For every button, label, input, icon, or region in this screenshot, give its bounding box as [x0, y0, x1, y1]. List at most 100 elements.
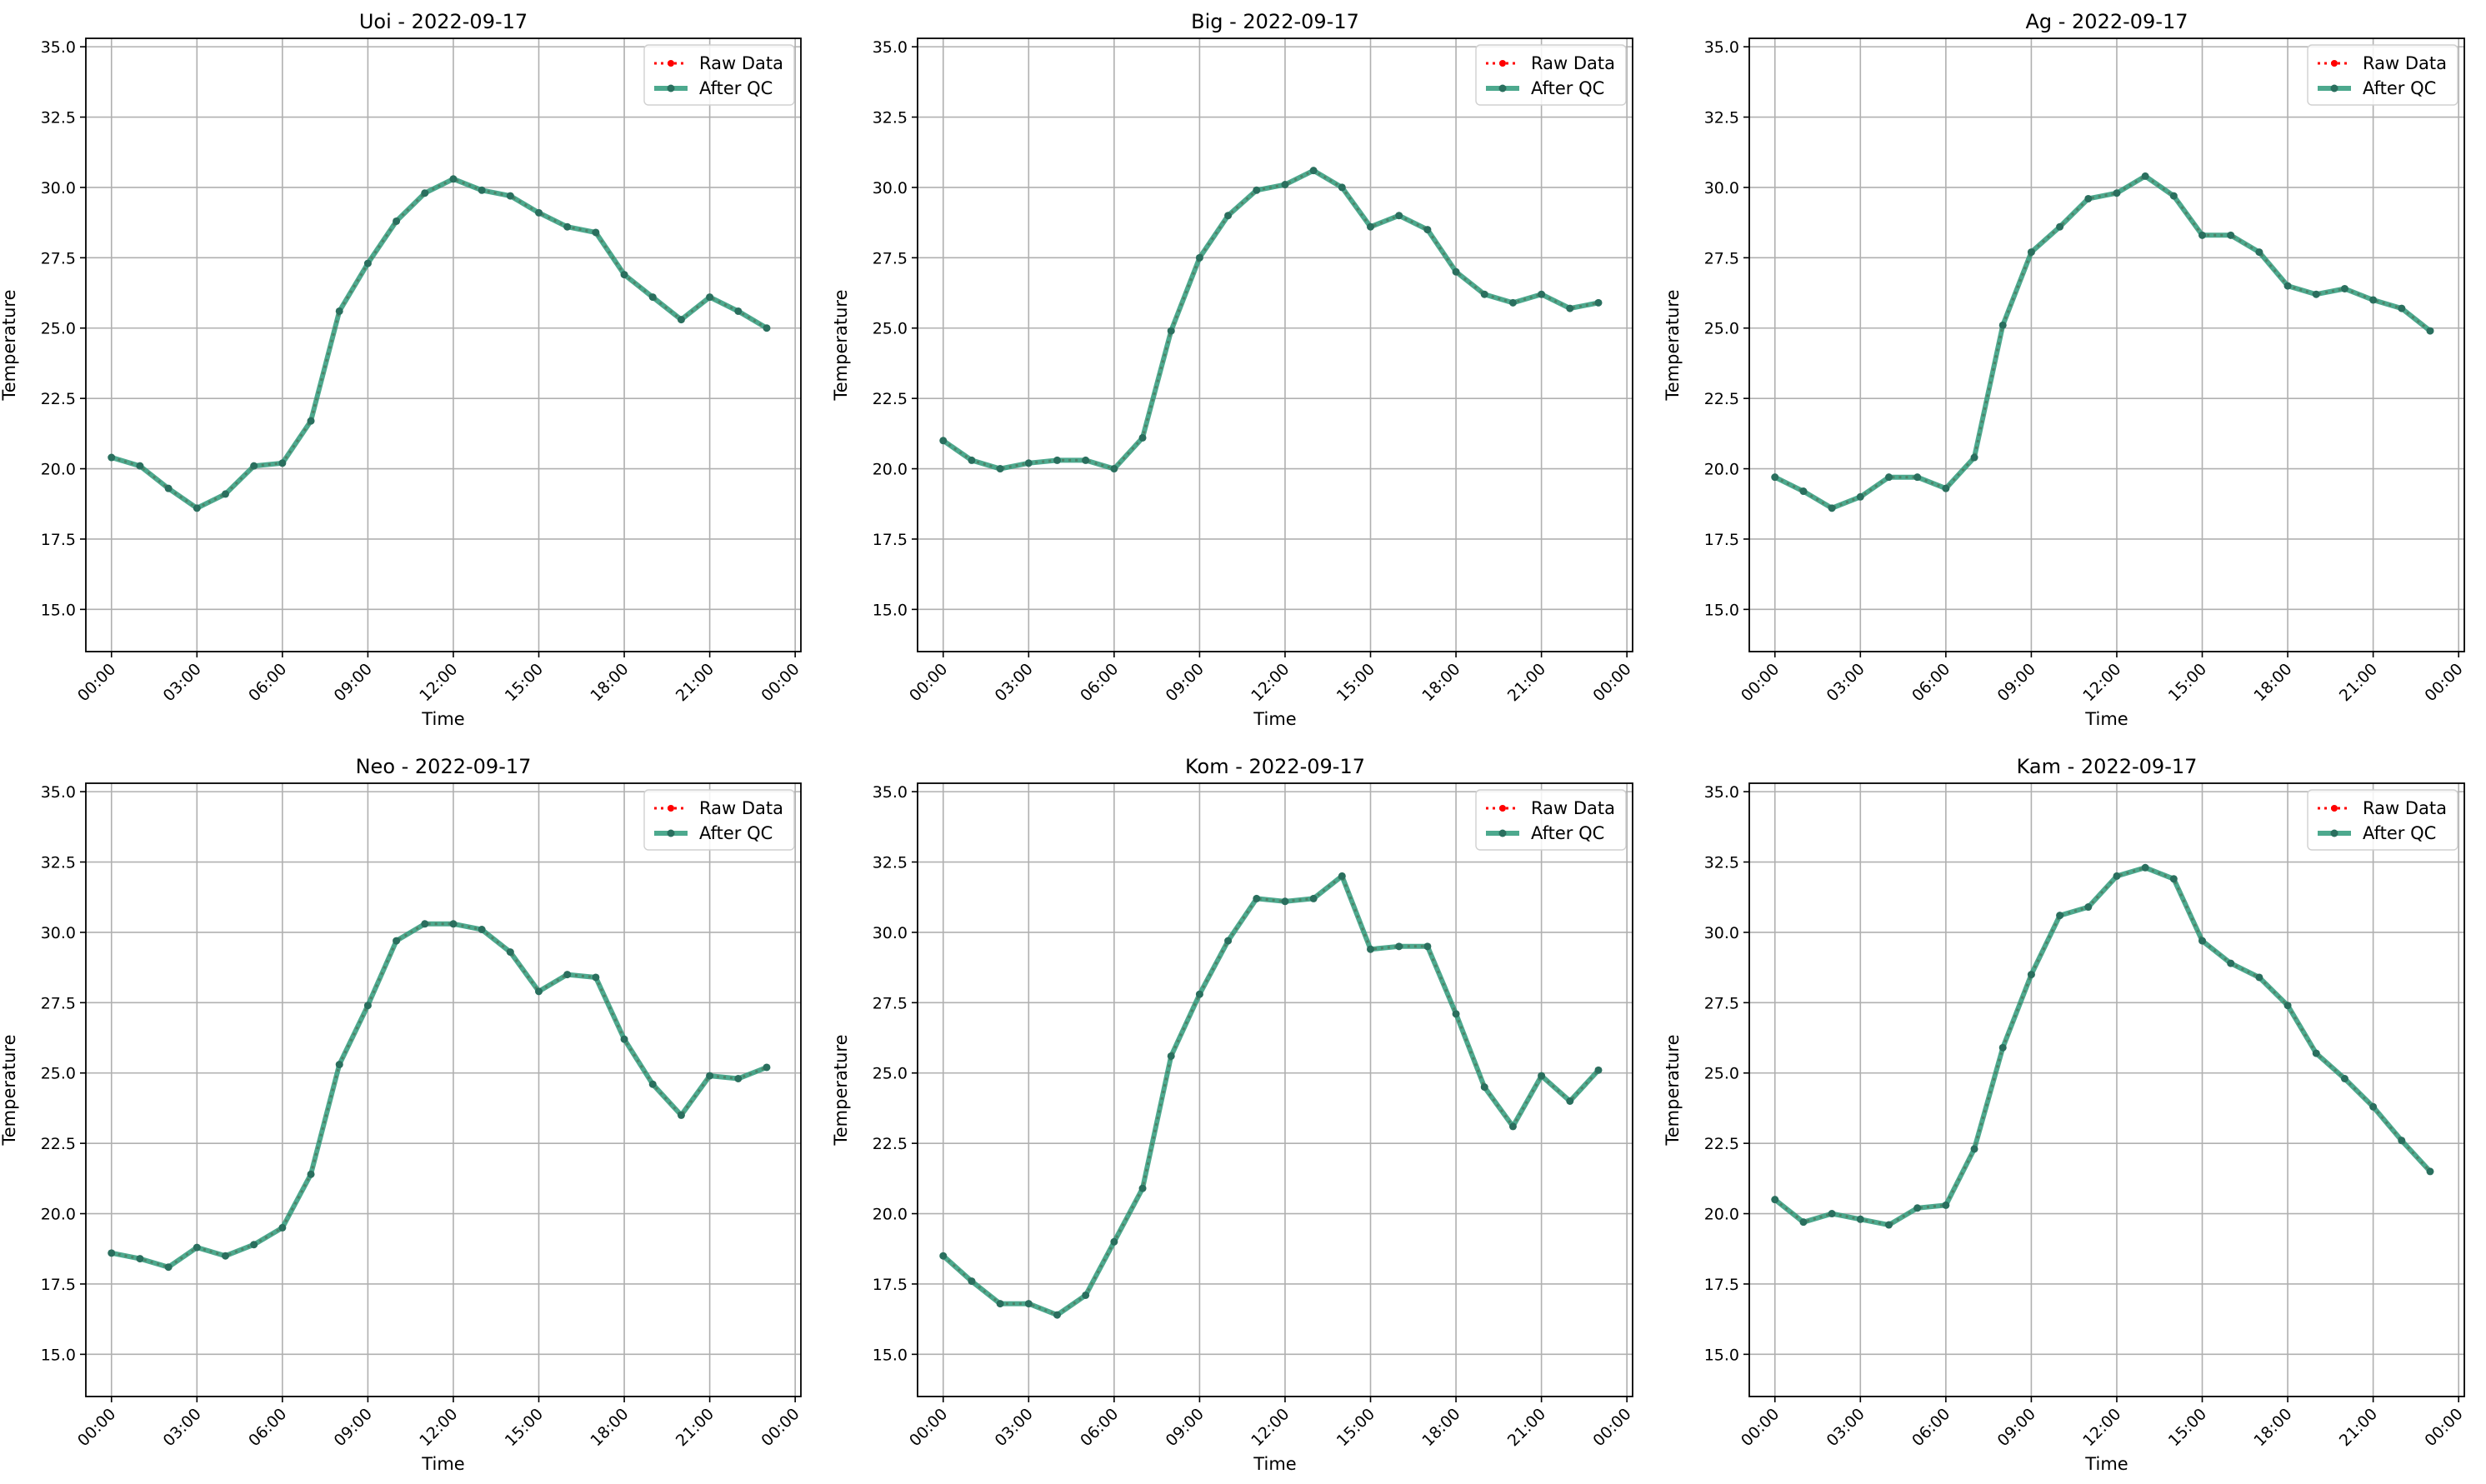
after-qc-point	[1338, 183, 1346, 192]
y-tick-label: 32.5	[873, 854, 908, 872]
after-qc-point	[250, 462, 258, 470]
y-tick-label: 35.0	[873, 783, 908, 802]
legend-qc-label: After QC	[2363, 78, 2436, 98]
after-qc-point	[1367, 945, 1375, 953]
legend-raw-label: Raw Data	[2363, 53, 2447, 73]
legend: Raw Data After QC	[2307, 789, 2458, 851]
after-qc-point	[968, 456, 976, 464]
after-qc-point	[592, 973, 600, 982]
x-tick-label: 18:00	[1418, 660, 1463, 705]
after-qc-point	[563, 971, 572, 979]
series-after-qc	[108, 175, 771, 512]
y-axis-label: Temperature	[0, 289, 19, 401]
y-tick-label: 27.5	[41, 249, 76, 267]
after-qc-point	[1771, 1196, 1779, 1204]
after-qc-point	[193, 504, 201, 512]
y-axis-label: Temperature	[1663, 1034, 1683, 1146]
y-axis-label: Temperature	[0, 1034, 19, 1146]
y-tick-label: 27.5	[1704, 994, 1739, 1012]
x-tick-label: 18:00	[587, 660, 632, 705]
subplot-2: 15.0 17.5 20.0 22.5 25.0 27.5 30.0 32.5 35.0 00:0…	[831, 10, 1635, 729]
y-tick-label: 32.5	[873, 109, 908, 127]
after-qc-point	[1452, 1010, 1460, 1018]
x-tick-label: 18:00	[2250, 1405, 2295, 1450]
y-tick-label: 25.0	[41, 320, 76, 338]
x-tick-label: 15:00	[1333, 1405, 1378, 1450]
after-qc-point	[2141, 863, 2149, 872]
series-after-qc	[108, 920, 771, 1272]
after-qc-point	[478, 926, 486, 934]
after-qc-point	[1884, 1221, 1893, 1229]
after-qc-point	[2198, 231, 2207, 239]
after-qc-point	[221, 1252, 229, 1260]
y-tick-label: 17.5	[1704, 1276, 1739, 1294]
y-tick-label: 17.5	[873, 1276, 908, 1294]
y-tick-label: 32.5	[41, 109, 76, 127]
legend-qc-label: After QC	[699, 78, 773, 98]
y-tick-label: 15.0	[1704, 601, 1739, 619]
y-tick-label: 15.0	[873, 1346, 908, 1364]
x-tick-label: 06:00	[1077, 1405, 1122, 1450]
x-tick-label: 06:00	[1908, 1405, 1953, 1450]
x-tick-label: 09:00	[331, 1405, 376, 1450]
after-qc-point	[136, 1255, 144, 1263]
series-raw-data	[1771, 864, 2433, 1229]
after-qc-point	[1594, 1066, 1603, 1074]
chart-title: Kam - 2022-09-17	[2017, 755, 2198, 778]
y-tick-label: 17.5	[41, 531, 76, 549]
legend-qc-label: After QC	[699, 823, 773, 843]
x-tick-label: 18:00	[587, 1405, 632, 1450]
after-qc-point	[2369, 1102, 2378, 1111]
y-tick-label: 32.5	[41, 854, 76, 872]
x-tick-label: 18:00	[2250, 660, 2295, 705]
legend-raw-label: Raw Data	[2363, 798, 2447, 818]
after-qc-point	[335, 1061, 343, 1069]
y-tick-label: 35.0	[1704, 783, 1739, 802]
after-qc-point	[1799, 1218, 1808, 1227]
x-tick-label: 00:00	[758, 1405, 803, 1450]
after-qc-point	[734, 307, 743, 315]
x-tick-label: 09:00	[1163, 660, 1208, 705]
after-qc-point	[1913, 1204, 1922, 1212]
after-qc-point	[2398, 304, 2406, 312]
series-after-qc	[1771, 172, 2434, 512]
legend-raw-marker	[1499, 60, 1506, 67]
after-qc-point	[1395, 942, 1403, 951]
x-tick-label: 03:00	[1823, 1405, 1868, 1450]
y-tick-label: 25.0	[873, 1065, 908, 1083]
legend-raw-label: Raw Data	[1531, 53, 1615, 73]
after-qc-point	[278, 1223, 287, 1232]
after-qc-point	[1970, 1145, 1978, 1153]
after-qc-point	[1998, 321, 2007, 329]
after-qc-point	[1253, 186, 1261, 194]
legend-qc-marker	[2330, 829, 2338, 837]
after-qc-point	[2340, 284, 2348, 292]
after-qc-point	[506, 192, 514, 200]
after-qc-point	[1856, 492, 1864, 501]
x-tick-label: 15:00	[502, 1405, 547, 1450]
x-tick-label: 15:00	[502, 660, 547, 705]
after-qc-point	[136, 462, 144, 470]
after-qc-point	[1828, 504, 1836, 512]
after-qc-point	[2283, 282, 2292, 290]
after-qc-point	[1082, 1291, 1090, 1299]
legend-raw-marker	[2331, 60, 2338, 67]
x-tick-label: 09:00	[1994, 1405, 2039, 1450]
x-tick-label: 12:00	[1248, 660, 1293, 705]
after-qc-point	[1195, 990, 1203, 998]
series-raw-data	[108, 920, 770, 1271]
after-qc-point	[1138, 433, 1147, 442]
after-qc-point	[1508, 1122, 1517, 1131]
after-qc-point	[2113, 872, 2121, 880]
x-tick-label: 06:00	[1077, 660, 1122, 705]
y-tick-label: 30.0	[41, 179, 76, 197]
y-tick-label: 22.5	[873, 1135, 908, 1153]
after-qc-point	[592, 228, 600, 237]
y-tick-label: 20.0	[873, 461, 908, 479]
x-tick-label: 15:00	[2165, 1405, 2210, 1450]
subplot-3: 15.0 17.5 20.0 22.5 25.0 27.5 30.0 32.5 35.0 00:0…	[1663, 10, 2467, 729]
after-qc-point	[449, 920, 458, 928]
after-qc-point	[363, 1002, 372, 1010]
after-qc-line	[110, 176, 768, 511]
after-qc-point	[2027, 971, 2035, 979]
